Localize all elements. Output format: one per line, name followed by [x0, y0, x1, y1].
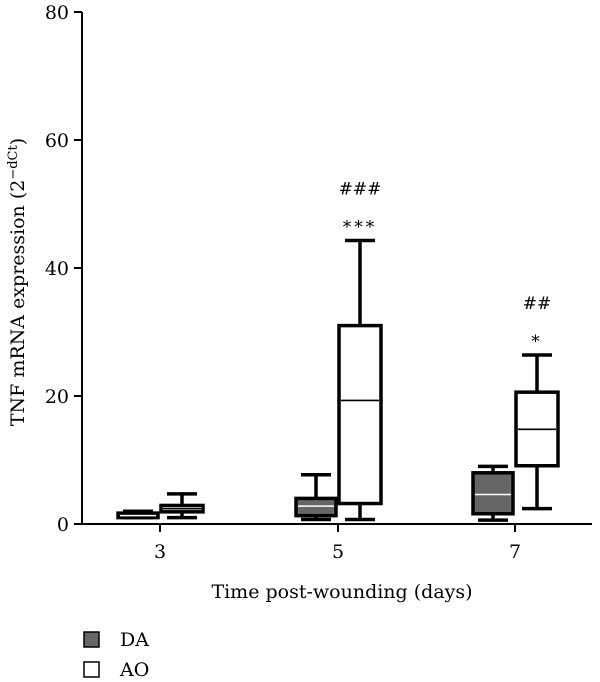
legend-swatch-ao [83, 661, 100, 678]
y-tick-label-80: 80 [45, 2, 69, 24]
box-da-day-7 [471, 464, 515, 522]
y-axis: 0 20 40 60 80 [45, 2, 83, 536]
box-da-day-5 [294, 472, 338, 522]
x-tick-label-7: 7 [509, 541, 521, 563]
box-da-day-3 [116, 509, 160, 520]
box-ao-day-7 [514, 353, 560, 511]
y-axis-title-close: ) [7, 138, 29, 145]
y-tick-label-0: 0 [57, 514, 69, 536]
legend: DA AO [83, 629, 149, 681]
x-axis-title: Time post-wounding (days) [211, 581, 472, 603]
significance-marker-day-7-1: * [531, 332, 543, 352]
box-ao-day-5 [337, 238, 383, 522]
y-axis-title: TNF mRNA expression (2−dCt) [6, 138, 30, 426]
y-axis-title-main: TNF mRNA expression (2 [7, 180, 29, 426]
iqr-box-ao-day-5 [337, 323, 383, 506]
legend-label-da: DA [120, 629, 149, 651]
legend-swatch-da [83, 631, 100, 648]
x-tick-label-5: 5 [332, 541, 344, 563]
y-axis-title-sup: −dCt [6, 145, 21, 180]
significance-marker-day-7-0: ## [523, 294, 552, 314]
significance-marker-day-5-0: ### [339, 179, 382, 199]
legend-label-ao: AO [119, 659, 149, 681]
legend-item-ao: AO [83, 659, 149, 681]
x-tick-label-3: 3 [154, 541, 166, 563]
iqr-box-da-day-5 [294, 496, 338, 518]
box-ao-day-3 [159, 492, 205, 520]
boxes-layer [116, 238, 560, 522]
y-tick-label-60: 60 [45, 130, 69, 152]
annotations-layer: ### *** ## * [339, 179, 552, 352]
y-tick-label-20: 20 [45, 386, 69, 408]
y-tick-label-40: 40 [45, 258, 69, 280]
x-axis: 3 5 7 [82, 523, 592, 563]
legend-item-da: DA [83, 629, 149, 651]
significance-marker-day-5-1: *** [343, 217, 378, 237]
iqr-box-da-day-7 [471, 471, 515, 516]
